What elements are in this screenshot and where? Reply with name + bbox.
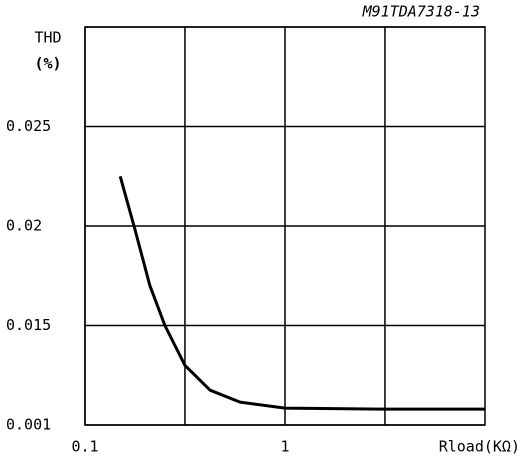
y-axis-unit: (%) bbox=[34, 55, 61, 73]
x-tick-label: 0.1 bbox=[71, 438, 98, 456]
y-tick-label: 0.02 bbox=[6, 217, 42, 235]
data-line bbox=[118, 175, 485, 411]
x-tick-label: 1 bbox=[280, 438, 289, 456]
y-tick-label: 0.015 bbox=[6, 316, 51, 334]
chart-title: M91TDA7318-13 bbox=[362, 3, 480, 21]
y-axis-label: THD bbox=[34, 29, 61, 47]
x-axis-label: Rload(KΩ) bbox=[439, 438, 520, 456]
y-tick-label: 0.025 bbox=[6, 117, 51, 135]
y-tick-label: 0.001 bbox=[6, 416, 51, 434]
